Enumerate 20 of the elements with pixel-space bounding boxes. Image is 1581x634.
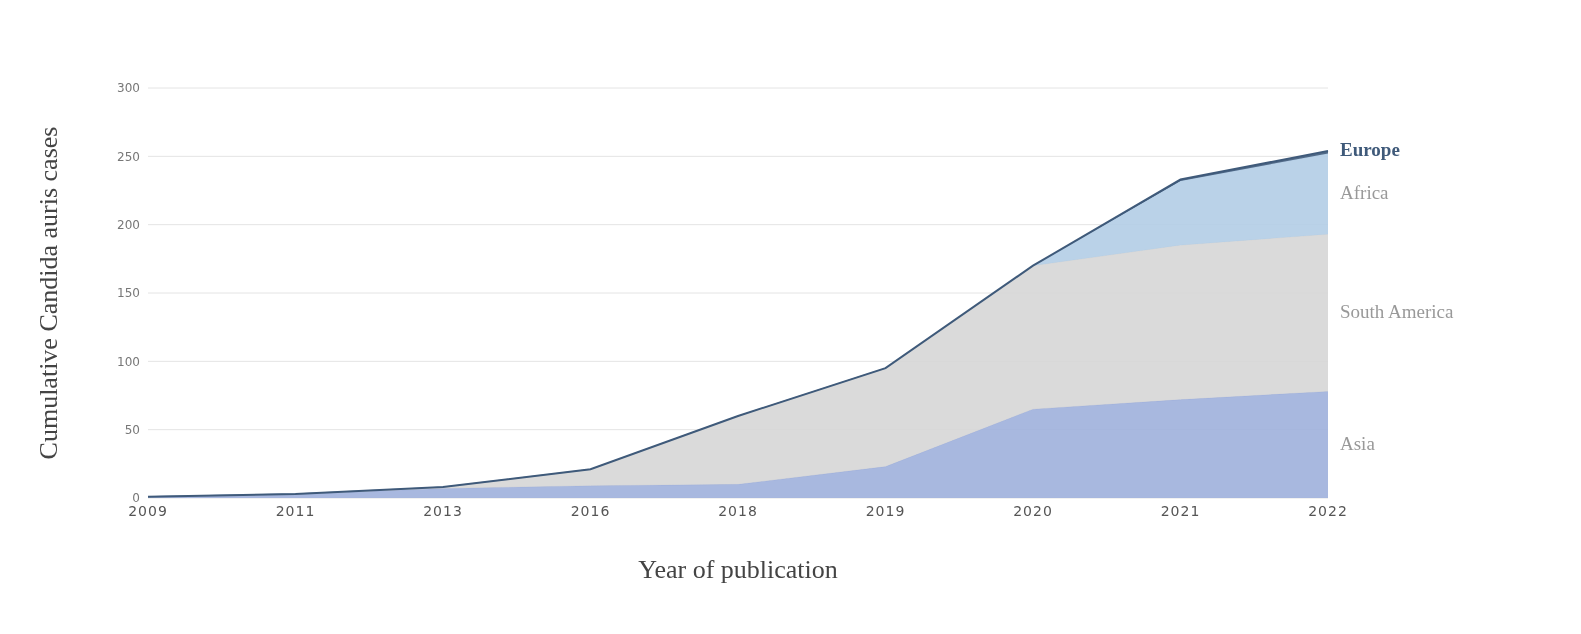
series-label: Europe	[1340, 138, 1400, 161]
x-tick-label: 2016	[570, 502, 611, 519]
y-tick-label: 200	[117, 217, 140, 232]
x-tick-label: 2022	[1308, 502, 1348, 519]
x-tick-label: 2021	[1160, 502, 1201, 519]
y-tick-label: 100	[117, 354, 140, 369]
x-tick-label: 2020	[1013, 502, 1053, 519]
y-tick-label: 300	[117, 81, 140, 96]
series-label: Asia	[1340, 432, 1375, 455]
x-axis-title: Year of publication	[638, 555, 838, 584]
x-tick-label: 2018	[718, 502, 758, 519]
y-tick-label: 50	[124, 422, 140, 437]
series-label: Africa	[1340, 181, 1389, 204]
y-tick-label: 150	[117, 286, 140, 301]
series-label: South America	[1340, 300, 1454, 323]
x-tick-label: 2019	[865, 502, 906, 519]
x-tick-label: 2013	[423, 502, 463, 519]
y-tick-label: 250	[117, 149, 140, 164]
y-axis-title: Cumulative Candida auris cases	[34, 126, 64, 460]
x-tick-label: 2011	[275, 502, 316, 519]
